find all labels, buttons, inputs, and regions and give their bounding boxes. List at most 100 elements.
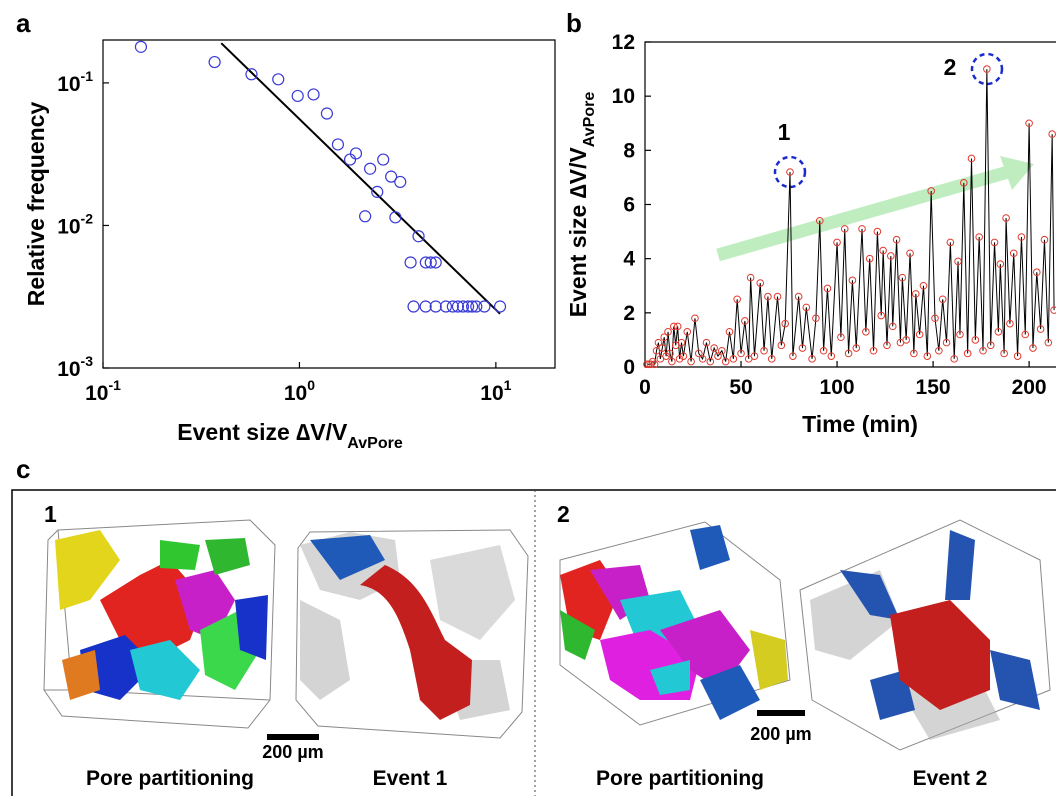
data-point xyxy=(364,162,377,175)
y-tick-label: 10-1 xyxy=(57,68,93,96)
data-point xyxy=(650,360,659,369)
data-point xyxy=(869,346,878,355)
data-point xyxy=(710,344,718,352)
data-point xyxy=(725,327,734,336)
data-point xyxy=(670,322,678,331)
rendering xyxy=(43,519,276,729)
y-tick-label: 10-3 xyxy=(57,353,93,381)
data-point xyxy=(1017,233,1026,241)
data-point xyxy=(1021,330,1030,339)
data-point xyxy=(741,317,749,325)
data-point xyxy=(840,225,849,233)
caption: Pore partitioning xyxy=(86,767,254,790)
arrow-head xyxy=(1000,156,1034,190)
y-tick-label: 6 xyxy=(623,194,635,217)
data-point xyxy=(883,341,891,350)
data-point xyxy=(718,346,726,355)
data-point xyxy=(359,210,372,223)
data-point xyxy=(789,352,797,360)
axes-frame xyxy=(102,39,556,369)
data-point xyxy=(208,55,221,69)
data-point xyxy=(1040,235,1049,244)
x-tick-label-superscript: 1 xyxy=(504,377,512,393)
x-tick-label: 150 xyxy=(916,376,951,399)
data-point xyxy=(950,355,959,363)
data-point xyxy=(764,292,772,301)
data-point xyxy=(971,336,980,344)
data-point xyxy=(954,257,962,266)
y-tick-label-superscript: -3 xyxy=(81,353,94,369)
pore xyxy=(160,540,200,570)
panel-label: c xyxy=(16,454,30,484)
y-tick-label: 12 xyxy=(612,31,635,54)
x-tick-label-superscript: 0 xyxy=(307,377,315,393)
panel-label: a xyxy=(16,8,31,38)
data-point xyxy=(673,322,682,331)
y-tick-label: 10 xyxy=(612,85,635,108)
data-point xyxy=(683,327,692,336)
pore xyxy=(750,630,788,690)
data-point xyxy=(439,300,453,313)
data-point xyxy=(407,300,420,313)
event-pore xyxy=(890,600,990,710)
data-point xyxy=(781,319,790,328)
data-point xyxy=(852,344,861,352)
data-point xyxy=(694,349,703,358)
caption: Event 1 xyxy=(373,767,448,790)
data-point xyxy=(887,252,895,260)
x-tick-label: 0 xyxy=(639,376,651,399)
data-point xyxy=(994,327,1003,336)
x-axis-label-main: Time (min) xyxy=(802,411,918,437)
data-point xyxy=(848,276,857,285)
data-point xyxy=(927,187,935,195)
data-point xyxy=(668,357,676,366)
x-tick-label-main: 10 xyxy=(85,382,108,405)
data-point xyxy=(802,303,811,312)
x-tick-label: 100 xyxy=(820,376,855,399)
data-point xyxy=(307,88,320,101)
data-point xyxy=(873,227,882,236)
group-label: 2 xyxy=(557,501,570,527)
pore xyxy=(62,650,100,700)
rendering xyxy=(799,519,1051,751)
data-point xyxy=(645,360,653,369)
data-point xyxy=(446,300,459,313)
data-point xyxy=(808,355,816,363)
annotation: 2 xyxy=(944,54,957,80)
data-point xyxy=(654,338,663,347)
pore-context xyxy=(430,545,515,640)
pore-context xyxy=(300,600,350,700)
pore xyxy=(130,640,200,700)
event-pore xyxy=(990,650,1040,710)
data-point xyxy=(777,341,786,350)
data-point xyxy=(898,273,907,282)
arrow-shaft xyxy=(716,165,1010,262)
data-point xyxy=(812,314,820,323)
data-point xyxy=(915,330,924,339)
data-point xyxy=(664,327,672,336)
data-point xyxy=(331,138,345,151)
x-axis-label-main: Event size ∆V/V xyxy=(177,419,348,445)
bounding-box xyxy=(559,521,791,726)
pore xyxy=(560,610,595,660)
data-point xyxy=(675,355,684,363)
data-point xyxy=(291,89,304,103)
data-point xyxy=(429,300,442,313)
data-point xyxy=(833,238,841,247)
x-axis-label: Event size ∆V/VAvPore xyxy=(177,419,403,452)
event-pore xyxy=(310,535,385,580)
scale-bar xyxy=(267,734,319,740)
pore xyxy=(235,595,268,660)
pore xyxy=(205,538,250,575)
data-point xyxy=(733,295,741,304)
data-point xyxy=(760,346,768,355)
data-point xyxy=(844,349,853,358)
pore xyxy=(690,525,730,570)
data-point xyxy=(349,147,363,160)
x-tick-label-main: 10 xyxy=(480,382,503,405)
y-axis-label-main: Relative frequency xyxy=(23,102,49,307)
x-tick-label: 101 xyxy=(480,377,511,405)
event-pore xyxy=(840,570,900,620)
